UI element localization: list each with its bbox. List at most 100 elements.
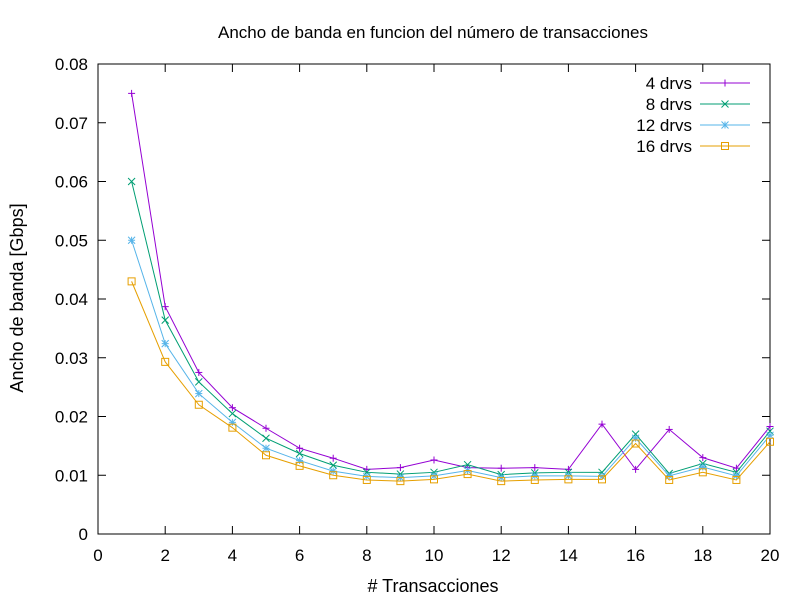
data-point-12-drvs — [127, 236, 136, 245]
data-point-16-drvs — [396, 477, 405, 486]
legend-marker — [721, 100, 729, 108]
data-point-4-drvs — [128, 89, 136, 97]
x-tick-label: 4 — [228, 546, 237, 565]
x-tick-label: 18 — [693, 546, 712, 565]
x-tick-label: 10 — [425, 546, 444, 565]
data-point-8-drvs — [732, 468, 741, 477]
data-point-8-drvs — [396, 470, 405, 478]
data-point-12-drvs — [631, 434, 640, 443]
series-line-8-drvs — [131, 181, 771, 476]
data-point-16-drvs — [463, 470, 472, 479]
legend-marker — [721, 79, 729, 87]
data-point-4-drvs — [396, 464, 404, 472]
legend-item-16-drvs: 16 drvs — [636, 137, 750, 156]
data-point-4-drvs — [699, 454, 707, 462]
data-point-12-drvs — [665, 471, 674, 480]
data-point-16-drvs — [329, 471, 338, 480]
data-point-8-drvs — [463, 460, 472, 469]
legend-marker — [721, 142, 729, 150]
x-axis-label: # Transacciones — [367, 576, 498, 596]
data-point-16-drvs — [530, 475, 539, 484]
data-point-8-drvs — [295, 449, 304, 458]
y-tick-label: 0.08 — [55, 55, 88, 74]
data-point-4-drvs — [195, 368, 203, 376]
y-tick-label: 0.02 — [55, 408, 88, 427]
data-point-4-drvs — [766, 422, 774, 430]
legend-label: 4 drvs — [646, 74, 692, 93]
legend-item-8-drvs: 8 drvs — [646, 95, 750, 114]
series-12-drvs — [127, 236, 774, 482]
x-tick-label: 20 — [761, 546, 780, 565]
axes: 0 2 4 6 8 10 12 14 16 18 20 0 0.01 0.02 0.03 0.04 0.05 0.… — [55, 55, 780, 565]
data-point-8-drvs — [564, 468, 573, 477]
data-point-12-drvs — [698, 463, 707, 471]
data-point-16-drvs — [430, 475, 438, 484]
data-point-8-drvs — [262, 434, 270, 443]
y-axis-label: Ancho de banda [Gbps] — [7, 203, 27, 392]
data-point-16-drvs — [598, 475, 606, 484]
data-point-16-drvs — [698, 468, 707, 477]
data-point-12-drvs — [530, 471, 539, 480]
legend-label: 12 drvs — [636, 116, 692, 135]
data-point-4-drvs — [296, 444, 304, 452]
data-point-12-drvs — [329, 467, 338, 475]
series-line-4-drvs — [131, 93, 771, 471]
data-point-16-drvs — [732, 475, 741, 484]
series-8-drvs — [127, 177, 774, 479]
chart-title: Ancho de banda en funcion del número de … — [218, 23, 648, 42]
data-point-12-drvs — [766, 431, 774, 440]
y-tick-label: 0.01 — [55, 466, 88, 485]
x-tick-label: 16 — [626, 546, 645, 565]
data-point-16-drvs — [766, 437, 774, 446]
data-point-16-drvs — [564, 475, 573, 484]
legend-item-12-drvs: 12 drvs — [636, 116, 750, 135]
x-tick-label: 0 — [93, 546, 102, 565]
data-point-16-drvs — [228, 423, 237, 432]
data-point-4-drvs — [262, 424, 270, 432]
data-point-4-drvs — [161, 303, 169, 311]
data-point-4-drvs — [430, 456, 438, 464]
legend: 4 drvs 8 drvs 12 drvs 16 drvs — [636, 74, 750, 156]
data-point-12-drvs — [295, 456, 304, 465]
data-point-4-drvs — [497, 464, 505, 472]
data-point-16-drvs — [194, 400, 203, 409]
data-point-16-drvs — [665, 475, 674, 484]
data-point-12-drvs — [228, 418, 237, 427]
data-point-4-drvs — [329, 454, 337, 462]
data-point-16-drvs — [262, 451, 270, 460]
data-point-8-drvs — [127, 177, 136, 186]
data-point-16-drvs — [497, 477, 506, 486]
data-point-4-drvs — [228, 404, 236, 412]
x-tick-label: 12 — [492, 546, 511, 565]
data-point-4-drvs — [598, 420, 606, 428]
y-tick-label: 0.03 — [55, 349, 88, 368]
data-point-8-drvs — [228, 409, 237, 418]
legend-label: 16 drvs — [636, 137, 692, 156]
y-tick-label: 0.06 — [55, 173, 88, 192]
legend-item-4-drvs: 4 drvs — [646, 74, 750, 93]
x-tick-label: 2 — [160, 546, 169, 565]
y-tick-label: 0.04 — [55, 290, 88, 309]
y-tick-label: 0.07 — [55, 114, 88, 133]
data-point-16-drvs — [161, 357, 170, 366]
x-tick-label: 8 — [362, 546, 371, 565]
series-16-drvs — [127, 277, 774, 486]
data-point-16-drvs — [127, 277, 136, 286]
data-point-4-drvs — [665, 425, 673, 433]
data-point-4-drvs — [632, 465, 640, 473]
legend-label: 8 drvs — [646, 95, 692, 114]
data-point-12-drvs — [262, 444, 270, 453]
data-point-4-drvs — [531, 464, 539, 472]
data-point-8-drvs — [430, 468, 438, 477]
series-layer — [127, 89, 774, 486]
data-point-12-drvs — [161, 339, 170, 348]
data-point-16-drvs — [295, 461, 304, 470]
data-point-4-drvs — [732, 464, 740, 472]
data-point-8-drvs — [194, 377, 203, 386]
x-tick-label: 6 — [295, 546, 304, 565]
series-line-16-drvs — [131, 281, 771, 482]
y-tick-label: 0 — [79, 525, 88, 544]
data-point-12-drvs — [194, 389, 203, 398]
data-point-8-drvs — [698, 459, 707, 468]
